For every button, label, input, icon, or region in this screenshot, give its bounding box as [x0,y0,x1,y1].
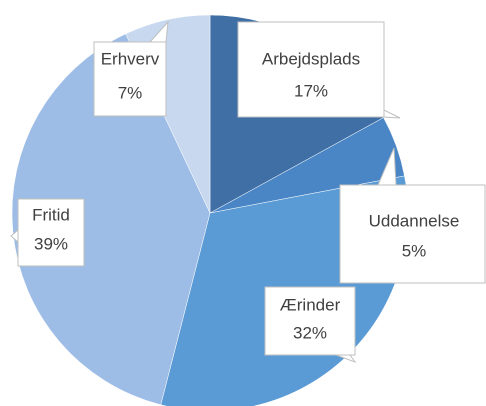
data-label-value: 7% [118,83,143,102]
data-label-name: Fritid [32,205,70,224]
callout-box [93,41,167,117]
data-label-value: 32% [293,323,327,342]
data-label-value: 39% [34,234,68,253]
data-label-name: Arbejdsplads [262,49,360,68]
callout-box [17,198,85,267]
pie-slice [11,33,211,406]
callout-box [237,21,385,118]
data-label-name: Uddannelse [369,211,460,230]
data-label-name: Erhverv [101,49,160,68]
data-label-value: 17% [294,81,328,100]
data-label-name: Ærinder [280,295,341,314]
callout-box [264,286,356,356]
callout-box [339,184,486,284]
data-label-value: 5% [402,241,427,260]
